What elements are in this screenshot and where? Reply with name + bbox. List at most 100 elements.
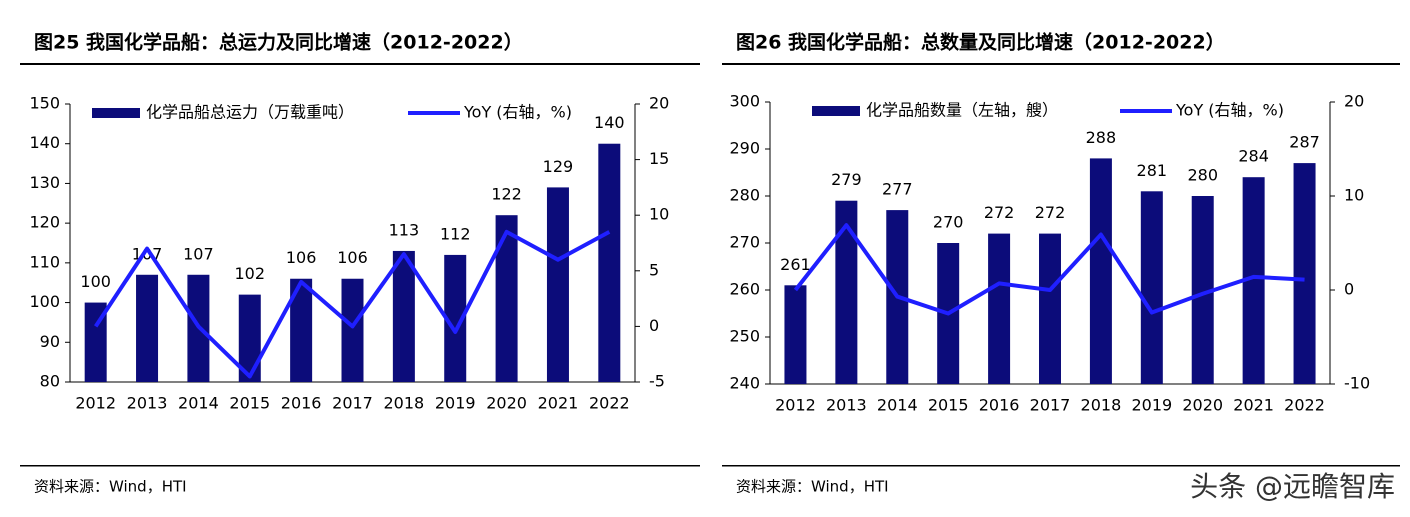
data-label: 112	[440, 224, 471, 243]
x-tick-label: 2021	[1233, 396, 1274, 415]
y2-tick-label: -5	[649, 372, 665, 391]
bar	[546, 187, 569, 382]
chart-title: 图25 我国化学品船：总运力及同比增速（2012-2022）	[34, 31, 523, 54]
x-tick-label: 2018	[1081, 396, 1122, 415]
bar	[136, 274, 159, 382]
x-tick-label: 2021	[538, 394, 579, 413]
y2-tick-label: 10	[649, 205, 669, 224]
bar	[598, 143, 621, 382]
legend-label: YoY (右轴，%)	[1175, 101, 1284, 120]
data-label: 129	[543, 157, 574, 176]
bar	[341, 278, 364, 382]
title-rule	[20, 63, 700, 65]
bar	[1191, 196, 1214, 384]
y-tick-label: 80	[40, 372, 60, 391]
x-tick-label: 2019	[1131, 396, 1172, 415]
data-label: 106	[286, 248, 317, 267]
legend-swatch	[92, 108, 140, 118]
x-tick-label: 2018	[384, 394, 425, 413]
data-label: 106	[337, 248, 368, 267]
watermark: 头条 @远瞻智库	[1190, 470, 1395, 503]
y2-tick-label: -10	[1344, 374, 1370, 393]
bar	[784, 285, 807, 384]
title-rule	[722, 63, 1400, 65]
line	[94, 229, 611, 379]
data-label: 113	[389, 220, 420, 239]
data-label: 102	[234, 264, 265, 283]
bar	[1293, 163, 1316, 384]
bar	[1039, 233, 1061, 384]
data-label: 287	[1289, 133, 1320, 152]
y-tick-label: 250	[729, 327, 760, 346]
bar	[392, 250, 415, 382]
data-label: 140	[594, 113, 625, 132]
data-label: 280	[1187, 166, 1218, 185]
data-label: 122	[491, 185, 522, 204]
x-tick-label: 2020	[486, 394, 527, 413]
legend-label: 化学品船总运力（万载重吨）	[146, 103, 354, 122]
bar	[238, 294, 261, 382]
y-tick-label: 130	[29, 173, 60, 192]
x-tick-label: 2022	[1284, 396, 1325, 415]
source: 资料来源：Wind，HTI	[34, 478, 187, 496]
data-label: 107	[183, 244, 214, 263]
bar	[444, 254, 467, 382]
y-tick-label: 110	[29, 252, 60, 271]
legend-label: YoY (右轴，%)	[463, 103, 572, 122]
data-label: 288	[1086, 128, 1117, 147]
x-tick-label: 2015	[229, 394, 270, 413]
y-tick-label: 260	[729, 280, 760, 299]
x-tick-label: 2012	[775, 396, 816, 415]
y-tick-label: 90	[40, 332, 60, 351]
x-tick-label: 2013	[826, 396, 867, 415]
x-tick-label: 2015	[928, 396, 969, 415]
x-tick-label: 2013	[127, 394, 168, 413]
data-label: 279	[831, 170, 862, 189]
y-tick-label: 280	[729, 186, 760, 205]
bar	[835, 200, 858, 384]
y2-tick-label: 10	[1344, 186, 1364, 205]
y-tick-label: 270	[729, 233, 760, 252]
x-tick-label: 2016	[281, 394, 322, 413]
source: 资料来源：Wind，HTI	[736, 478, 889, 496]
y-tick-label: 140	[29, 133, 60, 152]
chart-title: 图26 我国化学品船：总数量及同比增速（2012-2022）	[736, 31, 1225, 54]
data-label: 100	[80, 272, 111, 291]
x-tick-label: 2016	[979, 396, 1020, 415]
x-tick-label: 2012	[75, 394, 116, 413]
y-tick-label: 150	[29, 94, 60, 113]
y-tick-label: 300	[729, 92, 760, 111]
y-tick-label: 100	[29, 292, 60, 311]
bar	[1140, 191, 1163, 384]
bar	[290, 278, 313, 382]
data-label: 261	[780, 255, 811, 274]
y2-tick-label: 15	[649, 149, 669, 168]
source-rule	[20, 465, 700, 467]
y-tick-label: 290	[729, 139, 760, 158]
data-label: 281	[1137, 161, 1168, 180]
x-tick-label: 2017	[332, 394, 373, 413]
bar	[1089, 158, 1112, 384]
x-tick-label: 2017	[1030, 396, 1071, 415]
y2-tick-label: 20	[1344, 92, 1364, 111]
x-tick-label: 2022	[589, 394, 630, 413]
data-label: 272	[984, 203, 1015, 222]
source-rule	[722, 465, 1400, 467]
bar	[84, 302, 107, 382]
legend-label: 化学品船数量（左轴，艘）	[866, 101, 1058, 120]
data-label: 270	[933, 213, 964, 232]
y2-tick-label: 20	[649, 94, 669, 113]
x-tick-label: 2014	[877, 396, 918, 415]
y2-tick-label: 0	[1344, 280, 1354, 299]
bar	[988, 233, 1011, 384]
legend-swatch	[812, 106, 860, 116]
x-tick-label: 2019	[435, 394, 476, 413]
y-tick-label: 240	[729, 374, 760, 393]
data-label: 272	[1035, 203, 1066, 222]
data-label: 277	[882, 180, 913, 199]
data-label: 284	[1238, 147, 1269, 166]
bar	[1242, 177, 1265, 384]
bar	[495, 215, 518, 382]
